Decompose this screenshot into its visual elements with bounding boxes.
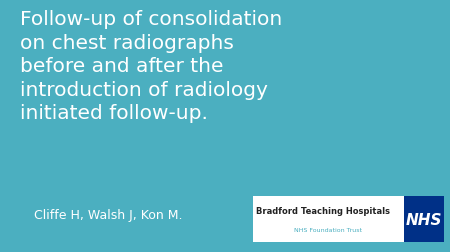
FancyBboxPatch shape — [404, 197, 444, 242]
Text: NHS: NHS — [406, 212, 442, 227]
Text: Follow-up of consolidation
on chest radiographs
before and after the
introductio: Follow-up of consolidation on chest radi… — [20, 10, 283, 123]
Text: Cliffe H, Walsh J, Kon M.: Cliffe H, Walsh J, Kon M. — [34, 208, 182, 221]
Text: Bradford Teaching Hospitals: Bradford Teaching Hospitals — [256, 207, 391, 215]
Text: NHS Foundation Trust: NHS Foundation Trust — [294, 227, 362, 232]
FancyBboxPatch shape — [253, 197, 444, 242]
